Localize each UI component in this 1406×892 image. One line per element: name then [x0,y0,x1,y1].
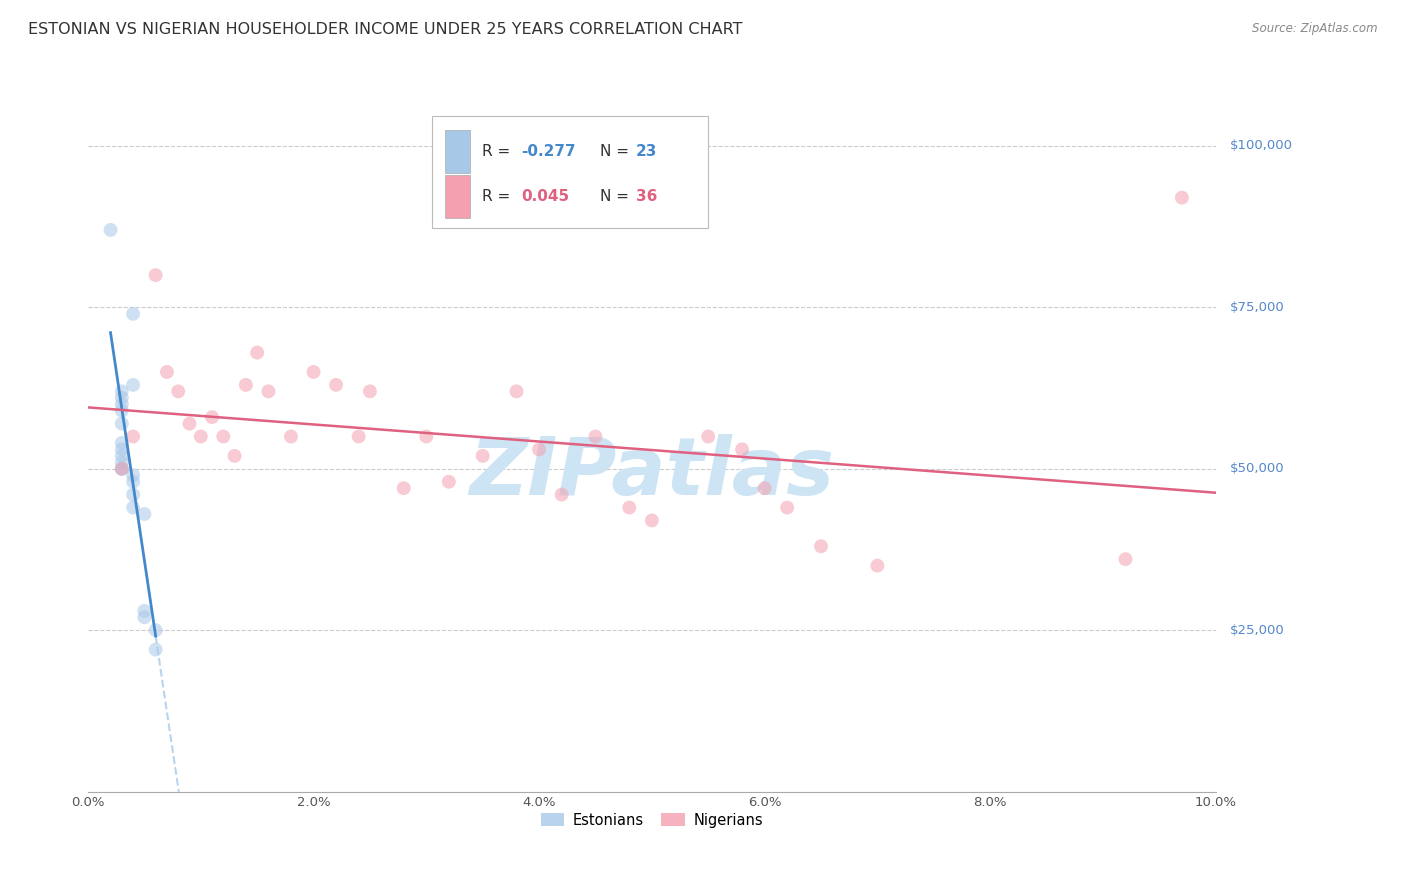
Text: $50,000: $50,000 [1230,462,1284,475]
Text: $100,000: $100,000 [1230,139,1292,153]
Text: 36: 36 [636,189,658,203]
Text: ESTONIAN VS NIGERIAN HOUSEHOLDER INCOME UNDER 25 YEARS CORRELATION CHART: ESTONIAN VS NIGERIAN HOUSEHOLDER INCOME … [28,22,742,37]
Point [122,377,145,392]
Point [776,500,799,515]
Point [122,307,145,321]
Text: $75,000: $75,000 [1230,301,1284,314]
Point [212,429,235,443]
Point [100,223,122,237]
Point [527,442,550,457]
Text: N =: N = [600,189,634,203]
Point [122,500,145,515]
Text: Source: ZipAtlas.com: Source: ZipAtlas.com [1253,22,1378,36]
Point [111,442,134,457]
Point [302,365,325,379]
Point [280,429,302,443]
Point [134,507,156,521]
Point [641,513,664,527]
Point [347,429,370,443]
Text: -0.277: -0.277 [522,144,575,159]
Point [179,417,201,431]
Point [224,449,246,463]
Text: 23: 23 [636,144,658,159]
Text: R =: R = [482,189,515,203]
Point [235,377,257,392]
Point [122,468,145,483]
Point [134,604,156,618]
Point [111,455,134,469]
Point [619,500,641,515]
Point [325,377,347,392]
Point [505,384,527,399]
Point [145,268,167,282]
Point [111,462,134,476]
Point [866,558,889,573]
Point [392,481,415,495]
Point [697,429,720,443]
Point [754,481,776,495]
Text: $25,000: $25,000 [1230,624,1284,637]
Point [145,624,167,638]
Text: N =: N = [600,144,634,159]
Point [1114,552,1136,566]
Point [111,397,134,411]
Point [471,449,494,463]
Point [585,429,607,443]
Point [810,539,832,553]
Point [201,410,224,425]
Point [415,429,437,443]
Point [111,436,134,450]
Point [122,488,145,502]
Bar [446,129,470,173]
Point [111,403,134,417]
Point [550,488,572,502]
Legend: Estonians, Nigerians: Estonians, Nigerians [533,805,770,835]
Point [190,429,212,443]
Point [167,384,190,399]
Point [437,475,460,489]
Point [134,610,156,624]
Point [111,462,134,476]
Point [156,365,179,379]
Bar [446,175,470,218]
Text: 0.045: 0.045 [522,189,569,203]
Point [111,391,134,405]
Point [122,429,145,443]
FancyBboxPatch shape [432,116,709,227]
Point [1171,191,1194,205]
Point [731,442,754,457]
Point [145,642,167,657]
Point [111,462,134,476]
Point [111,449,134,463]
Text: R =: R = [482,144,515,159]
Point [246,345,269,359]
Point [359,384,381,399]
Point [111,417,134,431]
Point [257,384,280,399]
Text: ZIPatlas: ZIPatlas [470,434,834,512]
Point [122,475,145,489]
Point [111,384,134,399]
